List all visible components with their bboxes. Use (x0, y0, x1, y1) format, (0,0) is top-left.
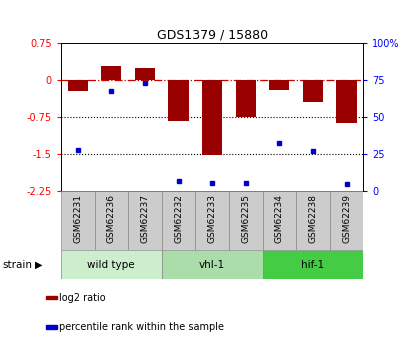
Bar (262, 191, 296, 250)
Text: GSM62236: GSM62236 (107, 194, 116, 244)
Bar (135, 68, 155, 80)
Bar (162, 191, 195, 250)
Bar (296, 191, 330, 250)
Text: vhl-1: vhl-1 (199, 260, 225, 270)
Bar (236, 80, 256, 117)
Bar (269, 80, 289, 90)
Text: GSM62239: GSM62239 (342, 194, 351, 244)
Bar (229, 191, 262, 250)
Text: GSM62231: GSM62231 (73, 194, 82, 244)
Bar (61, 250, 162, 279)
Bar (46, 296, 57, 299)
Bar (46, 325, 57, 329)
Bar (336, 80, 357, 123)
Text: strain: strain (2, 260, 32, 270)
Text: GSM62235: GSM62235 (241, 194, 250, 244)
Text: GSM62232: GSM62232 (174, 194, 183, 243)
Text: log2 ratio: log2 ratio (59, 293, 105, 303)
Bar (168, 80, 189, 121)
Text: wild type: wild type (87, 260, 135, 270)
Bar (128, 191, 162, 250)
Bar (195, 191, 229, 250)
Bar (94, 191, 128, 250)
Bar (162, 250, 262, 279)
Bar (68, 80, 88, 91)
Text: hif-1: hif-1 (301, 260, 325, 270)
Bar (101, 66, 121, 80)
Text: GSM62234: GSM62234 (275, 194, 284, 243)
Text: GSM62237: GSM62237 (140, 194, 150, 244)
Bar (61, 191, 94, 250)
Text: GSM62238: GSM62238 (308, 194, 318, 244)
Bar (303, 80, 323, 102)
Bar (202, 80, 222, 155)
Text: GSM62233: GSM62233 (207, 194, 217, 244)
Title: GDS1379 / 15880: GDS1379 / 15880 (157, 29, 268, 42)
Text: percentile rank within the sample: percentile rank within the sample (59, 322, 224, 332)
Bar (262, 250, 363, 279)
Bar (330, 191, 363, 250)
Text: ▶: ▶ (35, 260, 42, 270)
